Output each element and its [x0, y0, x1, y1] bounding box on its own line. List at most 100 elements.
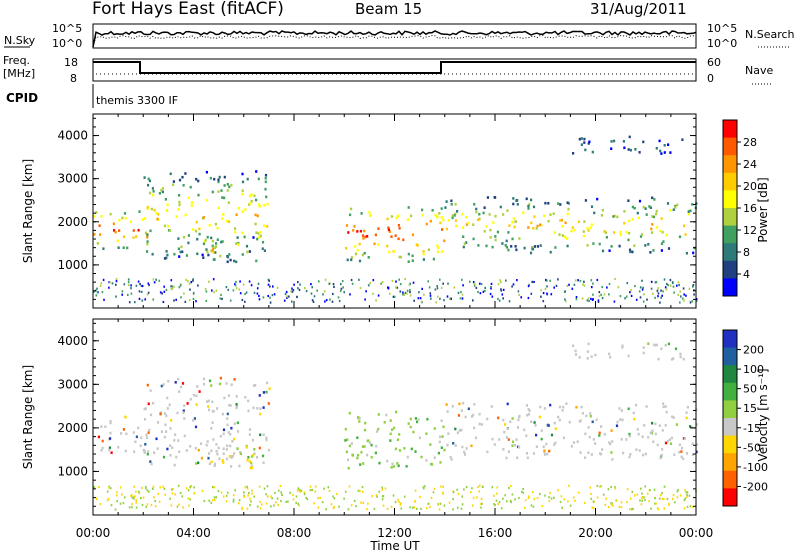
speckle-cell	[632, 507, 634, 510]
data-cell	[612, 215, 615, 218]
data-cell	[683, 224, 686, 228]
data-cell	[633, 244, 636, 247]
data-cell	[628, 231, 631, 235]
speckle-cell	[277, 503, 279, 506]
data-cell	[363, 229, 366, 233]
freq-panel: Freq. [MHz] 18 8 60 0 Nave	[3, 54, 773, 85]
data-cell	[391, 428, 394, 431]
data-cell	[590, 223, 593, 226]
speckle-cell	[152, 278, 155, 281]
speckle-cell	[610, 485, 612, 489]
velocity-colorbar-label: Velocity [m s⁻¹]	[756, 368, 770, 461]
data-cell	[625, 438, 628, 441]
data-cell	[582, 230, 585, 233]
data-cell	[195, 220, 198, 224]
data-cell	[215, 449, 218, 453]
speckle-cell	[545, 279, 548, 282]
speckle-cell	[176, 505, 179, 508]
speckle-cell	[329, 298, 331, 301]
speckle-cell	[678, 283, 680, 287]
data-cell	[187, 196, 190, 200]
speckle-cell	[110, 504, 113, 507]
speckle-cell	[265, 493, 267, 496]
data-cell	[572, 344, 575, 348]
speckle-cell	[463, 488, 465, 491]
data-cell	[259, 407, 262, 410]
speckle-cell	[297, 487, 300, 490]
data-cell	[679, 352, 682, 356]
speckle-cell	[122, 502, 125, 505]
speckle-cell	[667, 284, 669, 287]
speckle-cell	[568, 283, 570, 286]
speckle-cell	[292, 498, 295, 501]
data-cell	[439, 461, 442, 464]
data-cell	[653, 198, 656, 201]
data-cell	[632, 411, 635, 415]
data-cell	[163, 257, 167, 260]
speckle-cell	[246, 485, 248, 488]
data-cell	[505, 456, 508, 460]
data-cell	[366, 235, 369, 238]
data-cell	[639, 235, 643, 238]
data-cell	[149, 389, 152, 392]
data-cell	[146, 242, 149, 246]
speckle-cell	[106, 490, 109, 493]
speckle-cell	[608, 282, 611, 286]
speckle-cell	[248, 491, 250, 495]
speckle-cell	[663, 507, 665, 510]
data-cell	[206, 400, 209, 403]
data-cell	[193, 417, 196, 420]
data-cell	[410, 447, 413, 451]
speckle-cell	[406, 289, 409, 292]
data-cell	[219, 376, 222, 380]
data-cell	[370, 455, 373, 459]
data-cell	[695, 443, 698, 446]
power-colorbar-label: Power [dB]	[756, 177, 770, 242]
data-cell	[217, 446, 220, 450]
speckle-cell	[396, 286, 399, 289]
data-cell	[350, 207, 353, 211]
speckle-cell	[313, 502, 315, 505]
data-cell	[613, 139, 616, 143]
data-cell	[562, 436, 565, 440]
data-cell	[505, 239, 508, 243]
speckle-cell	[243, 495, 245, 498]
speckle-cell	[115, 295, 117, 298]
speckle-cell	[290, 290, 292, 293]
data-cell	[178, 178, 182, 182]
data-cell	[190, 201, 193, 204]
data-cell	[674, 347, 678, 351]
data-cell	[587, 342, 590, 346]
data-cell	[364, 235, 367, 239]
data-cell	[175, 215, 178, 218]
data-cell	[155, 211, 158, 215]
data-cell	[414, 417, 417, 420]
data-cell	[527, 226, 530, 229]
data-cell	[611, 458, 614, 461]
speckle-cell	[504, 494, 506, 497]
speckle-cell	[423, 485, 426, 488]
data-cell	[135, 435, 138, 439]
data-cell	[217, 178, 220, 182]
speckle-cell	[369, 281, 371, 285]
speckle-cell	[220, 491, 223, 494]
speckle-cell	[150, 503, 153, 507]
speckle-cell	[590, 497, 592, 500]
data-cell	[264, 173, 268, 177]
data-cell	[214, 251, 217, 254]
speckle-cell	[215, 496, 217, 499]
speckle-cell	[177, 484, 180, 487]
speckle-cell	[438, 508, 441, 511]
data-cell	[510, 245, 513, 248]
data-cell	[533, 215, 536, 218]
speckle-cell	[472, 496, 475, 499]
data-cell	[253, 194, 256, 198]
data-cell	[600, 214, 603, 217]
data-cell	[262, 433, 265, 437]
data-cell	[225, 219, 229, 223]
speckle-cell	[390, 505, 393, 508]
speckle-cell	[338, 299, 341, 303]
speckle-cell	[428, 286, 431, 289]
speckle-cell	[484, 286, 486, 289]
colorbar-tick-label: 16	[743, 202, 757, 215]
